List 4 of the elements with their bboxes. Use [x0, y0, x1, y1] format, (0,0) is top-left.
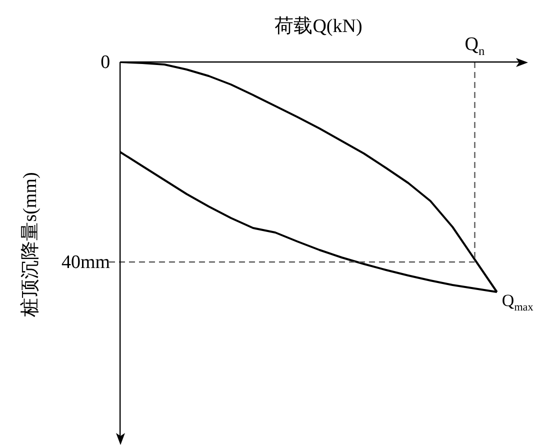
- y-axis-title: 桩顶沉降量s(mm): [19, 172, 41, 318]
- y-tick-label: 0: [100, 52, 110, 73]
- y-tick-label: 40mm: [62, 252, 110, 273]
- x-axis-title: 荷载Q(kN): [274, 16, 362, 37]
